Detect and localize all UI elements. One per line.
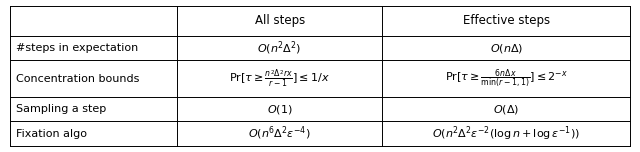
Text: $O(1)$: $O(1)$	[267, 103, 292, 116]
Text: $O(n\Delta)$: $O(n\Delta)$	[490, 42, 523, 55]
Text: Effective steps: Effective steps	[463, 14, 550, 28]
Text: $O(n^6\Delta^2\epsilon^{-4})$: $O(n^6\Delta^2\epsilon^{-4})$	[248, 125, 311, 142]
Text: Sampling a step: Sampling a step	[16, 104, 106, 114]
Text: $\Pr[\tau \geq \frac{n^2\Delta^2 rx}{r-1}] \leq 1/x$: $\Pr[\tau \geq \frac{n^2\Delta^2 rx}{r-1…	[229, 69, 330, 89]
Text: All steps: All steps	[255, 14, 305, 28]
Text: $O(n^2\Delta^2\epsilon^{-2}(\log n + \log \epsilon^{-1}))$: $O(n^2\Delta^2\epsilon^{-2}(\log n + \lo…	[433, 124, 580, 143]
Text: $O(\Delta)$: $O(\Delta)$	[493, 103, 519, 116]
Text: $\Pr[\tau \geq \frac{6n\Delta x}{\min(r-1,1)}] \leq 2^{-x}$: $\Pr[\tau \geq \frac{6n\Delta x}{\min(r-…	[445, 68, 568, 90]
Text: Fixation algo: Fixation algo	[16, 129, 87, 139]
Text: $O(n^2\Delta^2)$: $O(n^2\Delta^2)$	[257, 39, 302, 57]
Text: #steps in expectation: #steps in expectation	[16, 43, 138, 53]
Text: Concentration bounds: Concentration bounds	[16, 74, 140, 84]
